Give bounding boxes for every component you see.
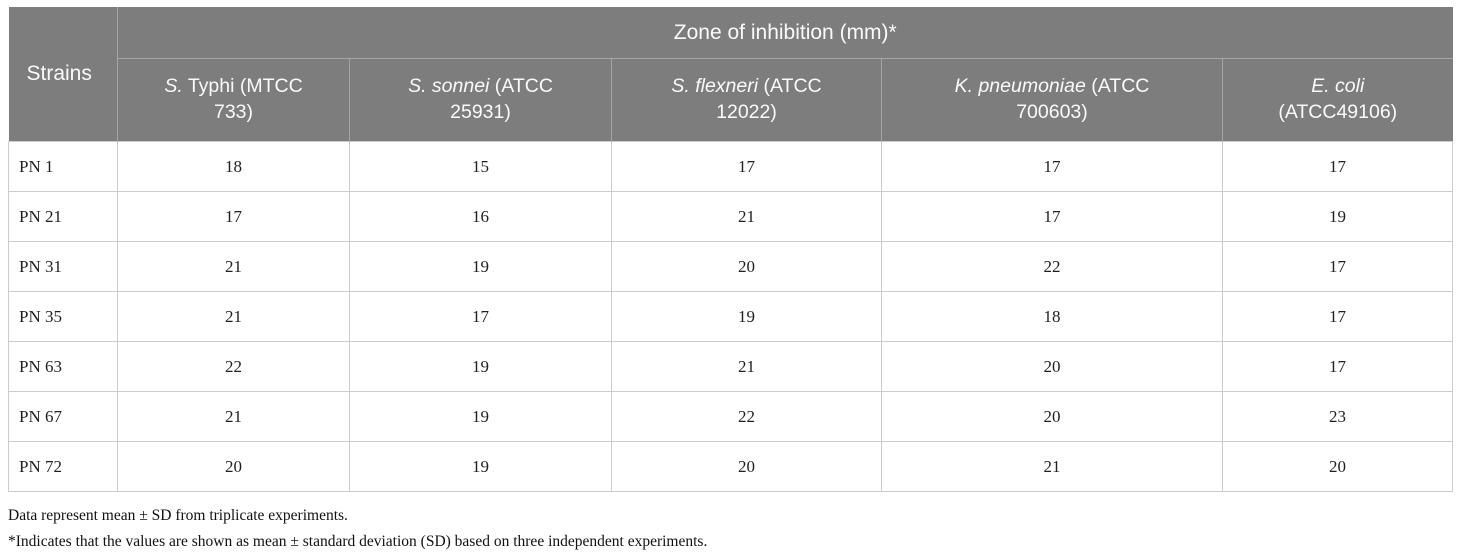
strain-code: (ATCC	[489, 75, 553, 98]
cell-value: 20	[1221, 441, 1454, 492]
strain-code: Typhi (MTCC	[182, 75, 303, 98]
footnote-asterisk: *Indicates that the values are shown as …	[8, 533, 708, 550]
strain-label: PN 72	[8, 441, 118, 492]
col-header-s-sonnei: S. sonnei (ATCC 25931)	[349, 58, 612, 142]
cell-value: 20	[611, 241, 882, 292]
cell-value: 19	[611, 291, 882, 342]
footnote-mean-sd: Data represent mean ± SD from triplicate…	[8, 507, 348, 524]
cell-value: 17	[881, 141, 1223, 192]
strain-code-line2: 733)	[213, 101, 254, 123]
strain-code-line2: 12022)	[716, 101, 777, 123]
table-header: Strains Zone of inhibition (mm)* S. Typh…	[8, 7, 1453, 142]
cell-value: 19	[349, 241, 612, 292]
cell-value: 20	[881, 341, 1223, 392]
strain-code-line2: 25931)	[450, 101, 511, 123]
cell-value: 17	[611, 141, 882, 192]
table-row: PN 31 21 19 20 22 17	[8, 241, 1454, 292]
cell-value: 17	[1221, 291, 1454, 342]
cell-value: 16	[349, 191, 612, 242]
cell-value: 17	[1221, 141, 1454, 192]
table-row: PN 21 17 16 21 17 19	[8, 191, 1454, 242]
cell-value: 23	[1221, 391, 1454, 442]
species-name: K. pneumoniae	[954, 75, 1086, 98]
strain-code: (ATCC	[1085, 75, 1150, 98]
strain-label: PN 31	[8, 241, 118, 292]
cell-value: 20	[611, 441, 882, 492]
header-row-top: Strains Zone of inhibition (mm)*	[8, 7, 1453, 142]
strain-label: PN 1	[8, 141, 118, 192]
cell-value: 19	[1221, 191, 1454, 242]
col-header-s-typhi: S. Typhi (MTCC 733)	[117, 58, 350, 142]
strain-code-line2: 700603)	[1016, 101, 1088, 123]
col-header-s-flexneri: S. flexneri (ATCC 12022)	[611, 58, 882, 142]
col-header-e-coli: E. coli (ATCC49106)	[1221, 58, 1453, 142]
strains-header: Strains	[8, 7, 118, 142]
cell-value: 17	[1221, 341, 1454, 392]
cell-value: 21	[611, 341, 882, 392]
inhibition-table: Strains Zone of inhibition (mm)* S. Typh…	[8, 7, 1454, 492]
table-row: PN 1 18 15 17 17 17	[8, 141, 1454, 192]
strain-code-line2: (ATCC49106)	[1278, 101, 1398, 123]
cell-value: 21	[117, 291, 350, 342]
cell-value: 19	[349, 441, 612, 492]
cell-value: 15	[349, 141, 612, 192]
cell-value: 20	[881, 391, 1223, 442]
footnotes: Data represent mean ± SD from triplicate…	[8, 503, 1452, 555]
cell-value: 22	[881, 241, 1223, 292]
cell-value: 17	[1221, 241, 1454, 292]
cell-value: 21	[881, 441, 1223, 492]
col-header-k-pneumoniae: K. pneumoniae (ATCC 700603)	[881, 58, 1223, 142]
cell-value: 17	[117, 191, 350, 242]
cell-value: 19	[349, 341, 612, 392]
species-name: S.	[164, 75, 183, 98]
strain-label: PN 67	[8, 391, 118, 442]
strain-label: PN 35	[8, 291, 118, 342]
cell-value: 19	[349, 391, 612, 442]
species-name: E. coli	[1311, 75, 1365, 98]
table-body: PN 1 18 15 17 17 17 PN 21 17 16 21 17 19…	[8, 141, 1454, 492]
table-row: PN 35 21 17 19 18 17	[8, 291, 1454, 342]
cell-value: 21	[611, 191, 882, 242]
strain-code: (ATCC	[758, 75, 822, 98]
cell-value: 17	[349, 291, 612, 342]
cell-value: 18	[881, 291, 1223, 342]
cell-value: 18	[117, 141, 350, 192]
strain-label: PN 63	[8, 341, 118, 392]
cell-value: 22	[117, 341, 350, 392]
cell-value: 20	[117, 441, 350, 492]
table-row: PN 67 21 19 22 20 23	[8, 391, 1454, 442]
table-row: PN 72 20 19 20 21 20	[8, 441, 1454, 492]
strain-label: PN 21	[8, 191, 118, 242]
cell-value: 17	[881, 191, 1223, 242]
cell-value: 21	[117, 391, 350, 442]
zone-of-inhibition-header: Zone of inhibition (mm)*	[117, 7, 1453, 59]
cell-value: 22	[611, 391, 882, 442]
species-name: S. sonnei	[408, 75, 490, 98]
header-row-sub: S. Typhi (MTCC 733) S. sonnei (ATCC 2593…	[9, 58, 1453, 142]
cell-value: 21	[117, 241, 350, 292]
table-row: PN 63 22 19 21 20 17	[8, 341, 1454, 392]
species-name: S. flexneri	[671, 75, 759, 98]
